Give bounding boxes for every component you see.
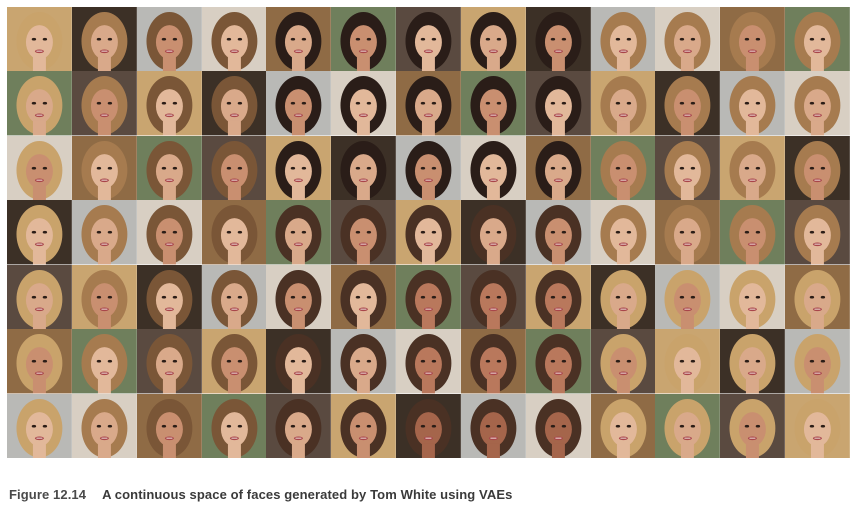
face-tile [720,200,786,265]
face-tile [71,264,137,330]
face-tile [331,135,397,201]
face-tile [266,329,332,394]
face-tile [655,264,721,330]
face-tile [71,7,137,72]
face-tile [590,329,656,394]
face-tile [266,7,332,72]
face-tile [460,7,526,72]
face-tile [7,71,72,136]
face-tile [331,200,397,265]
face-tile [331,7,397,72]
face-tile [396,7,461,72]
face-tile [460,71,526,136]
face-tile [720,264,786,330]
face-tile [396,200,461,265]
face-tile [71,71,137,136]
face-tile [525,71,591,136]
face-tile [590,393,656,458]
face-tile [331,393,397,458]
figure-face-grid [7,7,850,458]
face-tile [590,264,656,330]
face-tile [71,393,137,458]
face-tile [201,264,267,330]
face-tile [720,393,786,458]
face-tile [331,329,397,394]
face-tile [720,329,786,394]
face-tile [785,200,850,265]
face-tile [525,264,591,330]
face-tile [460,264,526,330]
face-tile [590,200,656,265]
face-tile [136,393,202,458]
face-tile [785,264,850,330]
figure-caption: Figure 12.14 A continuous space of faces … [9,487,512,502]
face-tile [201,71,267,136]
face-tile [785,329,850,394]
face-tile [201,135,267,201]
face-tile [720,71,786,136]
face-tile [136,7,202,72]
face-tile [655,7,721,72]
face-tile [201,393,267,458]
face-tile [266,71,332,136]
face-tile [590,135,656,201]
face-tile [655,71,721,136]
face-tile [396,135,461,201]
face-tile [525,329,591,394]
figure-caption-text: A continuous space of faces generated by… [102,487,513,502]
face-tile [525,393,591,458]
face-tile [525,7,591,72]
face-tile [7,393,72,458]
face-tile [785,7,850,72]
face-tile [266,393,332,458]
face-tile [785,135,850,201]
face-tile [785,393,850,458]
face-tile [525,135,591,201]
face-tile [71,135,137,201]
face-tile [396,264,461,330]
face-tile [7,200,72,265]
face-tile [460,393,526,458]
face-tile [266,200,332,265]
face-tile [136,200,202,265]
face-tile [7,264,72,330]
face-tile [136,135,202,201]
face-tile [7,7,72,72]
face-tile [201,200,267,265]
face-tile [201,7,267,72]
figure-label: Figure 12.14 [9,487,87,502]
face-tile [7,329,72,394]
face-tile [136,264,202,330]
face-tile [460,200,526,265]
face-tile [460,329,526,394]
face-tile [71,329,137,394]
face-tile [590,71,656,136]
face-tile [331,71,397,136]
face-tile [136,71,202,136]
face-tile [655,200,721,265]
face-tile [460,135,526,201]
face-tile [720,135,786,201]
face-tile [785,71,850,136]
face-tile [655,329,721,394]
face-tile [396,71,461,136]
face-tile [590,7,656,72]
face-tile [655,135,721,201]
face-tile [201,329,267,394]
face-tile [720,7,786,72]
face-grid [7,7,850,458]
face-tile [655,393,721,458]
face-tile [396,393,461,458]
face-tile [525,200,591,265]
face-tile [7,135,72,201]
face-tile [71,200,137,265]
face-tile [396,329,461,394]
face-tile [266,264,332,330]
face-tile [136,329,202,394]
face-tile [266,135,332,201]
face-tile [331,264,397,330]
